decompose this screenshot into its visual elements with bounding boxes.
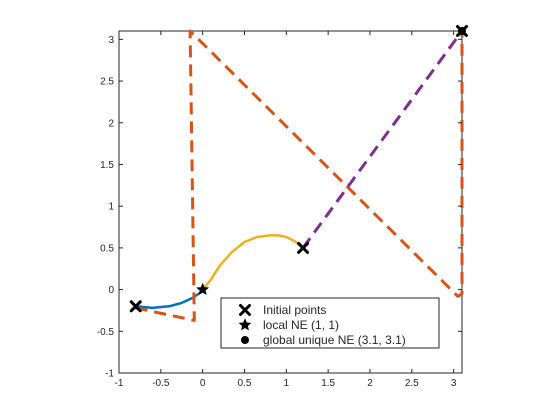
legend-label: local NE (1, 1) — [263, 318, 339, 332]
y-tick-label: 3 — [108, 35, 114, 46]
legend-dot-marker — [241, 336, 249, 344]
y-tick-label: 2 — [108, 118, 114, 129]
legend-label: Initial points — [263, 303, 326, 317]
markers — [129, 25, 468, 313]
local-ne-marker — [196, 282, 210, 296]
y-tick-label: 0.5 — [100, 243, 114, 254]
legend-star-marker — [238, 318, 252, 331]
legend: Initial points local NE (1, 1) global un… — [220, 297, 440, 349]
y-tick-label: 2.5 — [100, 77, 114, 88]
legend-box — [220, 297, 440, 349]
legend-entry-local: local NE (1, 1) — [238, 318, 339, 332]
star-marker-symbol — [238, 318, 252, 331]
y-tick-label: -1 — [105, 369, 114, 380]
legend-entry-initial: Initial points — [239, 303, 326, 317]
x-tick-label: -0.5 — [152, 378, 170, 389]
series-line-3 — [301, 30, 464, 249]
x-tick-label: 1 — [284, 378, 290, 389]
global-ne-marker — [458, 27, 466, 35]
legend-entry-global: global unique NE (3.1, 3.1) — [241, 333, 406, 347]
x-tick-label: 1.5 — [321, 378, 335, 389]
dot-marker-symbol — [241, 336, 249, 344]
series-line-2 — [135, 29, 464, 322]
x-tick-label: 0.5 — [238, 378, 252, 389]
y-tick-label: 1 — [108, 202, 114, 213]
ticks: -1 -0.5 0 0.5 1 1.5 2 2.5 3 -1 -0.5 0 0.5 1 1.5 2 2.5 3 — [97, 31, 462, 389]
series-line-1 — [201, 234, 304, 291]
initial-point-marker — [297, 241, 310, 254]
x-tick-label: -1 — [115, 378, 124, 389]
x-marker-symbol — [239, 304, 251, 316]
x-tick-label: 0 — [200, 378, 206, 389]
legend-label: global unique NE (3.1, 3.1) — [263, 333, 406, 347]
series-line-0 — [135, 291, 202, 310]
initial-point-marker — [129, 300, 142, 313]
y-tick-label: 1.5 — [100, 160, 114, 171]
y-tick-label: 0 — [108, 285, 114, 296]
curves — [135, 29, 464, 322]
legend-x-marker — [239, 304, 251, 316]
y-tick-label: -0.5 — [97, 327, 115, 338]
x-tick-label: 2 — [367, 378, 373, 389]
x-tick-label: 2.5 — [405, 378, 419, 389]
x-tick-label: 3 — [451, 378, 457, 389]
